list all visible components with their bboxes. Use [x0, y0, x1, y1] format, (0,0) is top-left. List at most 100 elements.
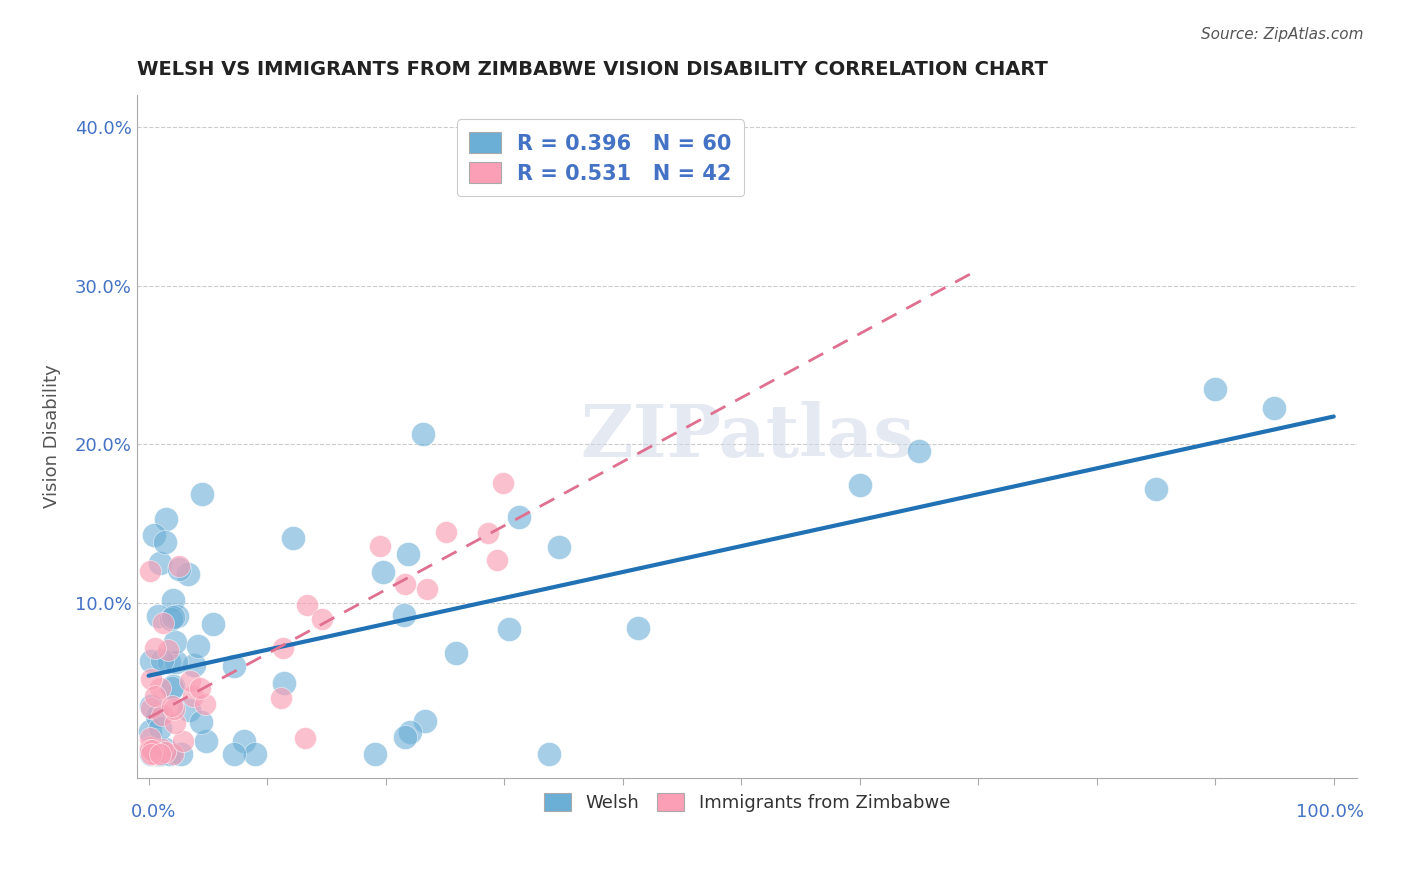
Point: [139, 723, 162, 738]
Point: [142, 528, 165, 542]
Point: [187, 640, 209, 654]
Point: [152, 615, 174, 630]
Point: [167, 562, 190, 576]
Point: [273, 675, 295, 690]
Point: [548, 541, 571, 555]
Point: [160, 699, 183, 714]
Point: [190, 714, 212, 729]
Point: [162, 592, 184, 607]
Point: [396, 547, 419, 561]
Point: [141, 701, 163, 715]
Point: [399, 724, 422, 739]
Point: [412, 426, 434, 441]
Text: 100.0%: 100.0%: [1295, 804, 1364, 822]
Point: [270, 690, 292, 705]
Point: [232, 734, 254, 748]
Text: ZIPatlas: ZIPatlas: [581, 401, 914, 472]
Point: [165, 655, 187, 669]
Point: [166, 608, 188, 623]
Point: [193, 697, 215, 711]
Point: [311, 612, 333, 626]
Point: [273, 640, 295, 655]
Point: [153, 741, 176, 756]
Point: [143, 747, 166, 761]
Point: [141, 743, 163, 757]
Point: [162, 609, 184, 624]
Point: [153, 534, 176, 549]
Point: [146, 608, 169, 623]
Point: [294, 731, 316, 745]
Point: [149, 747, 172, 761]
Point: [139, 743, 162, 757]
Point: [170, 747, 193, 761]
Point: [155, 512, 177, 526]
Point: [283, 531, 305, 545]
Point: [146, 747, 169, 761]
Point: [498, 622, 520, 636]
Point: [157, 642, 180, 657]
Point: [150, 707, 173, 722]
Point: [485, 553, 508, 567]
Point: [139, 731, 162, 745]
Point: [444, 646, 467, 660]
Point: [162, 747, 184, 761]
Point: [141, 747, 163, 761]
Point: [245, 747, 267, 761]
Point: [1204, 382, 1226, 396]
Point: [434, 524, 457, 539]
Point: [908, 444, 931, 458]
Point: [139, 699, 162, 714]
Point: [149, 556, 172, 570]
Point: [491, 475, 513, 490]
Point: [139, 740, 162, 755]
Point: [139, 672, 162, 686]
Point: [145, 709, 167, 723]
Point: [143, 640, 166, 655]
Point: [150, 653, 173, 667]
Point: [160, 612, 183, 626]
Point: [141, 747, 163, 761]
Point: [222, 747, 245, 761]
Point: [143, 747, 166, 761]
Point: [202, 616, 225, 631]
Point: [149, 747, 172, 761]
Point: [191, 486, 214, 500]
Point: [179, 674, 201, 689]
Point: [416, 582, 439, 596]
Point: [149, 721, 172, 735]
Point: [415, 714, 437, 728]
Point: [1263, 401, 1285, 415]
Legend: Welsh, Immigrants from Zimbabwe: Welsh, Immigrants from Zimbabwe: [533, 782, 962, 823]
Point: [167, 558, 190, 573]
Text: Source: ZipAtlas.com: Source: ZipAtlas.com: [1201, 27, 1364, 42]
Point: [163, 716, 186, 731]
Point: [364, 747, 387, 761]
Point: [177, 566, 200, 581]
Point: [157, 655, 180, 669]
Point: [537, 747, 560, 761]
Point: [297, 598, 319, 612]
Point: [188, 681, 211, 695]
Point: [394, 730, 416, 744]
Y-axis label: Vision Disability: Vision Disability: [44, 365, 60, 508]
Point: [626, 621, 648, 635]
Point: [508, 510, 530, 524]
Point: [394, 576, 416, 591]
Point: [392, 607, 415, 622]
Point: [163, 635, 186, 649]
Point: [160, 681, 183, 695]
Point: [141, 654, 163, 668]
Point: [373, 565, 395, 579]
Point: [222, 659, 245, 673]
Point: [143, 690, 166, 704]
Point: [195, 734, 218, 748]
Point: [141, 747, 163, 761]
Point: [848, 478, 870, 492]
Point: [153, 745, 176, 759]
Point: [181, 689, 204, 703]
Point: [177, 703, 200, 717]
Point: [150, 742, 173, 756]
Point: [477, 525, 499, 540]
Point: [149, 681, 172, 696]
Point: [172, 734, 194, 748]
